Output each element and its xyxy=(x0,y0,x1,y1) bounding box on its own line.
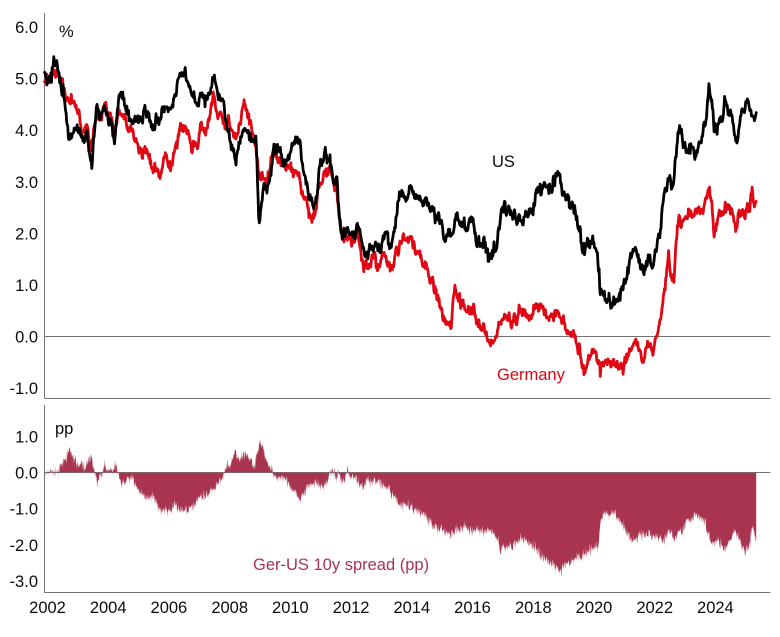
svg-text:-1.0: -1.0 xyxy=(10,501,38,519)
svg-text:Ger-US 10y spread (pp): Ger-US 10y spread (pp) xyxy=(253,556,429,574)
svg-text:6.0: 6.0 xyxy=(15,19,38,37)
svg-text:-3.0: -3.0 xyxy=(10,573,38,591)
svg-text:2010: 2010 xyxy=(272,599,309,617)
svg-text:Germany: Germany xyxy=(497,366,566,384)
svg-text:-2.0: -2.0 xyxy=(10,537,38,555)
svg-text:2022: 2022 xyxy=(636,599,673,617)
svg-text:3.0: 3.0 xyxy=(15,174,38,192)
svg-text:%: % xyxy=(59,23,74,41)
svg-text:2018: 2018 xyxy=(515,599,552,617)
svg-text:5.0: 5.0 xyxy=(15,71,38,89)
svg-text:2008: 2008 xyxy=(211,599,248,617)
svg-text:2.0: 2.0 xyxy=(15,225,38,243)
svg-text:1.0: 1.0 xyxy=(15,277,38,295)
svg-text:0.0: 0.0 xyxy=(15,465,38,483)
svg-text:2020: 2020 xyxy=(576,599,613,617)
svg-text:2016: 2016 xyxy=(454,599,491,617)
svg-text:2014: 2014 xyxy=(393,599,430,617)
svg-text:US: US xyxy=(492,153,515,171)
svg-text:2012: 2012 xyxy=(333,599,370,617)
svg-text:2024: 2024 xyxy=(697,599,734,617)
svg-text:2006: 2006 xyxy=(151,599,188,617)
svg-text:1.0: 1.0 xyxy=(15,429,38,447)
svg-text:-1.0: -1.0 xyxy=(10,380,38,398)
svg-text:pp: pp xyxy=(55,420,73,438)
svg-text:2002: 2002 xyxy=(29,599,66,617)
svg-text:0.0: 0.0 xyxy=(15,329,38,347)
svg-text:2004: 2004 xyxy=(90,599,127,617)
svg-text:4.0: 4.0 xyxy=(15,122,38,140)
